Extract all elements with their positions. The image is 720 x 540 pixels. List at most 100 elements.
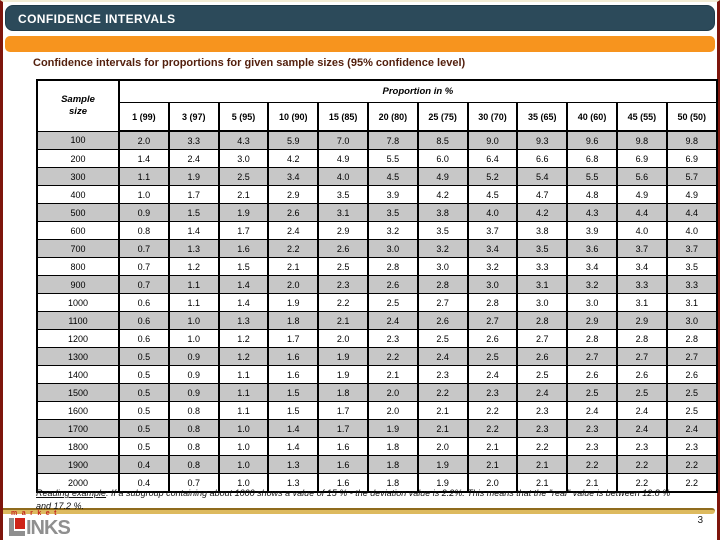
table-cell: 2.3 — [516, 401, 569, 420]
table-cell: 3.1 — [665, 293, 718, 312]
column-header: 40 (60) — [566, 102, 618, 132]
table-row: 400 1.0 1.7 2.1 2.9 3.5 3.9 4.2 4.5 4.7 4.8 4.9 4.9 — [36, 185, 718, 204]
table-cell: 2.1 — [466, 455, 519, 474]
table-cell: 1.7 — [267, 329, 320, 348]
table-cell: 3.3 — [167, 130, 220, 150]
table-cell: 1.3 — [267, 473, 320, 493]
table-cell: 2.1 — [466, 437, 519, 456]
table-cell: 1.5 — [267, 383, 320, 402]
table-cell: 5.5 — [366, 149, 419, 168]
table-cell: 0.8 — [167, 401, 220, 420]
sample-size-cell: 700 — [36, 239, 120, 258]
table-cell: 1.9 — [416, 455, 469, 474]
table-cell: 1.9 — [317, 347, 369, 366]
table-cell: 1.5 — [167, 203, 220, 222]
table-cell: 0.9 — [167, 347, 220, 366]
table-cell: 6.9 — [665, 149, 718, 168]
table-cell: 2.6 — [317, 239, 369, 258]
table-cell: 1.9 — [416, 473, 469, 493]
table-row: 2000 0.4 0.7 1.0 1.3 1.6 1.8 1.9 2.0 2.1 2.1 2.2 2.2 — [36, 473, 718, 493]
sample-size-cell: 1600 — [36, 401, 120, 420]
table-cell: 1.7 — [217, 221, 270, 240]
sample-size-cell: 800 — [36, 257, 120, 276]
table-cell: 2.4 — [615, 401, 668, 420]
table-cell: 1.4 — [267, 419, 320, 438]
table-cell: 3.0 — [665, 311, 718, 330]
table-cell: 1.1 — [217, 383, 270, 402]
table-cell: 1.7 — [317, 401, 369, 420]
table-cell: 5.5 — [566, 167, 618, 186]
table-cell: 5.6 — [615, 167, 668, 186]
table-cell: 2.2 — [466, 419, 519, 438]
table-cell: 2.6 — [416, 311, 469, 330]
table-cell: 0.7 — [118, 239, 170, 258]
table-cell: 3.5 — [366, 203, 419, 222]
table-cell: 2.2 — [317, 293, 369, 312]
table-row: 600 0.8 1.4 1.7 2.4 2.9 3.2 3.5 3.7 3.8 3.9 4.0 4.0 — [36, 221, 718, 240]
table-cell: 2.4 — [167, 149, 220, 168]
table-cell: 1.6 — [267, 347, 320, 366]
table-cell: 4.2 — [416, 185, 469, 204]
table-cell: 2.4 — [466, 365, 519, 384]
table-cell: 2.7 — [466, 311, 519, 330]
accent-bar — [5, 36, 715, 52]
table-cell: 2.7 — [615, 347, 668, 366]
table-cell: 6.8 — [566, 149, 618, 168]
sample-size-cell: 1700 — [36, 419, 120, 438]
column-header: 5 (95) — [217, 102, 270, 132]
table-cell: 1.3 — [267, 455, 320, 474]
table-row: 1000 0.6 1.1 1.4 1.9 2.2 2.5 2.7 2.8 3.0 3.0 3.1 3.1 — [36, 293, 718, 312]
table-cell: 2.1 — [317, 311, 369, 330]
table-cell: 2.5 — [615, 383, 668, 402]
logo-market-text: market — [11, 510, 61, 517]
table-cell: 3.1 — [615, 293, 668, 312]
table-cell: 3.2 — [366, 221, 419, 240]
table-cell: 9.6 — [566, 130, 618, 150]
table-cell: 1.7 — [167, 185, 220, 204]
column-header: 1 (99) — [118, 102, 170, 132]
table-cell: 1.5 — [267, 401, 320, 420]
column-header: 20 (80) — [366, 102, 419, 132]
table-cell: 2.0 — [366, 383, 419, 402]
column-header: 30 (70) — [466, 102, 519, 132]
column-header: 35 (65) — [516, 102, 569, 132]
table-row: 100 2.0 3.3 4.3 5.9 7.0 7.8 8.5 9.0 9.3 9.6 9.8 9.8 — [36, 130, 718, 150]
table-cell: 6.9 — [615, 149, 668, 168]
column-header: 15 (85) — [317, 102, 369, 132]
table-cell: 2.2 — [615, 473, 668, 493]
table-cell: 2.2 — [267, 239, 320, 258]
table-cell: 4.5 — [466, 185, 519, 204]
table-cell: 1.0 — [217, 473, 270, 493]
table-cell: 2.1 — [516, 473, 569, 493]
table-cell: 1.9 — [167, 167, 220, 186]
table-cell: 2.4 — [267, 221, 320, 240]
column-header: 50 (50) — [665, 102, 718, 132]
table-cell: 0.5 — [118, 401, 170, 420]
table-cell: 5.2 — [466, 167, 519, 186]
table-cell: 0.4 — [118, 473, 170, 493]
table-cell: 2.1 — [416, 419, 469, 438]
table-cell: 2.2 — [366, 347, 419, 366]
table-cell: 2.2 — [665, 473, 718, 493]
table-cell: 2.2 — [665, 455, 718, 474]
table-row: 1200 0.6 1.0 1.2 1.7 2.0 2.3 2.5 2.6 2.7 2.8 2.8 2.8 — [36, 329, 718, 348]
table-cell: 3.7 — [665, 239, 718, 258]
sample-size-cell: 2000 — [36, 473, 120, 493]
table-cell: 0.7 — [118, 257, 170, 276]
table-cell: 3.8 — [416, 203, 469, 222]
table-cell: 0.5 — [118, 347, 170, 366]
table-cell: 2.1 — [366, 365, 419, 384]
table-cell: 3.3 — [615, 275, 668, 294]
table-cell: 3.2 — [466, 257, 519, 276]
sample-size-cell: 400 — [36, 185, 120, 204]
table-cell: 1.8 — [366, 473, 419, 493]
table-cell: 2.0 — [317, 329, 369, 348]
table-row: 1300 0.5 0.9 1.2 1.6 1.9 2.2 2.4 2.5 2.6 2.7 2.7 2.7 — [36, 347, 718, 366]
table-cell: 3.5 — [665, 257, 718, 276]
table-cell: 2.4 — [615, 419, 668, 438]
reading-example-note: Reading example: If a subgroup containin… — [36, 487, 684, 513]
logo-l-mark-icon — [9, 518, 25, 536]
table-cell: 1.0 — [167, 311, 220, 330]
slide-header-title: CONFIDENCE INTERVALS — [18, 12, 176, 26]
